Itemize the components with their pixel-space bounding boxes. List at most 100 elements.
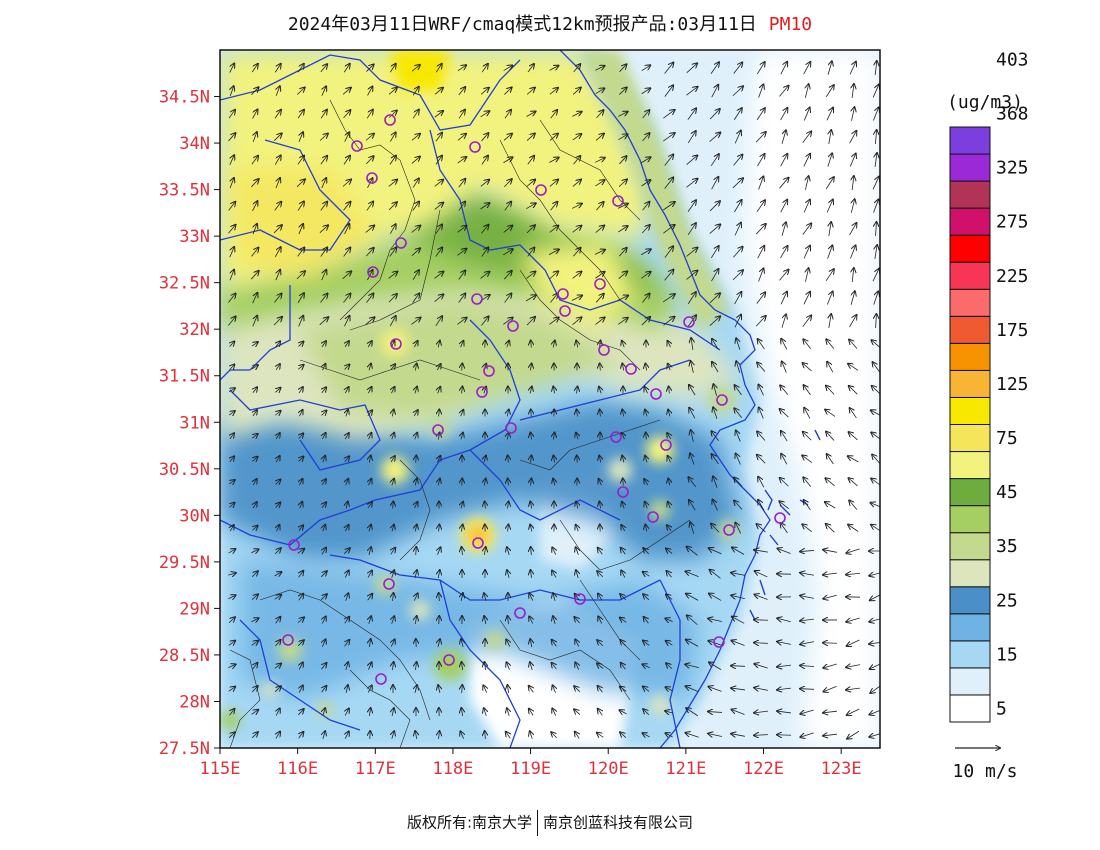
- wind-arrow: [851, 199, 854, 213]
- wind-arrow: [228, 549, 236, 553]
- wind-arrow: [875, 153, 877, 167]
- wind-arrow: [343, 293, 351, 303]
- station-marker-icon: [774, 512, 786, 524]
- wind-arrow: [597, 571, 604, 578]
- wind-arrow: [228, 202, 236, 211]
- wind-arrow: [781, 454, 788, 465]
- wind-arrow: [666, 548, 673, 553]
- station-marker-icon: [282, 634, 294, 646]
- wind-arrow: [574, 709, 581, 715]
- wind-arrow: [576, 502, 578, 509]
- wind-arrow: [667, 433, 671, 440]
- wind-arrow: [274, 64, 280, 73]
- colorbar-segment: [949, 396, 991, 426]
- wind-arrow: [825, 177, 834, 190]
- wind-arrow: [643, 548, 650, 555]
- wind-arrow: [320, 156, 327, 165]
- wind-arrow: [319, 134, 328, 141]
- colorbar-label: 403: [996, 49, 1029, 70]
- wind-arrow: [735, 523, 741, 534]
- wind-arrow: [345, 617, 350, 624]
- wind-arrow: [366, 202, 373, 211]
- wind-arrow: [321, 270, 327, 281]
- station-marker-icon: [683, 316, 695, 328]
- wind-arrow: [320, 247, 327, 257]
- wind-arrow: [594, 250, 605, 255]
- wind-arrow: [251, 571, 258, 578]
- wind-arrow: [731, 595, 745, 598]
- station-marker-icon: [469, 141, 481, 153]
- wind-arrow: [345, 433, 349, 440]
- copyright-footer: 版权所有:南京大学 南京创蓝科技有限公司: [0, 810, 1100, 836]
- wind-arrow: [228, 225, 235, 234]
- wind-arrow: [847, 708, 860, 715]
- station-marker-icon: [367, 266, 379, 278]
- wind-arrow: [485, 731, 486, 740]
- wind-arrow: [803, 200, 810, 213]
- station-marker-icon: [471, 293, 483, 305]
- wind-arrow: [503, 271, 512, 280]
- wind-arrow: [531, 547, 532, 556]
- wind-arrow: [461, 410, 464, 417]
- colorbar-segment: [949, 288, 991, 317]
- wind-arrow: [366, 293, 374, 303]
- wind-arrow: [503, 249, 513, 256]
- wind-arrow: [709, 132, 721, 142]
- wind-arrow: [733, 62, 743, 74]
- wind-arrow: [598, 594, 602, 601]
- wind-arrow: [274, 155, 280, 165]
- wind-arrow: [756, 200, 765, 212]
- wind-arrow: [434, 180, 443, 187]
- wind-arrow: [871, 340, 880, 348]
- wind-arrow: [530, 525, 532, 532]
- wind-arrow: [618, 226, 627, 233]
- wind-arrow: [435, 64, 442, 73]
- wind-arrow: [780, 154, 788, 167]
- wind-arrow: [530, 662, 532, 670]
- wind-arrow: [343, 548, 350, 555]
- wind-arrow: [781, 222, 786, 236]
- station-marker-icon: [383, 578, 395, 590]
- wind-arrow: [596, 110, 604, 119]
- wind-arrow: [484, 456, 486, 463]
- wind-arrow: [823, 663, 837, 668]
- wind-arrow: [875, 130, 876, 145]
- wind-arrow: [645, 525, 646, 532]
- wind-arrow: [850, 245, 855, 259]
- wind-arrow: [228, 110, 235, 119]
- wind-arrow: [574, 617, 579, 624]
- wind-arrow: [690, 522, 694, 534]
- wind-arrow: [800, 732, 814, 737]
- wind-arrow: [872, 269, 879, 282]
- wind-arrow: [691, 338, 693, 350]
- wind-arrow: [846, 617, 860, 622]
- wind-arrow: [829, 130, 831, 144]
- wind-arrow: [668, 410, 670, 417]
- wind-arrow: [548, 249, 559, 255]
- wind-arrow: [641, 180, 651, 187]
- wind-arrow: [507, 616, 508, 625]
- lat-tick-label: 27.5N: [159, 739, 210, 759]
- wind-arrow: [435, 156, 442, 165]
- wind-arrow: [686, 155, 698, 165]
- wind-arrow: [758, 176, 764, 190]
- wind-arrow: [481, 133, 489, 142]
- wind-arrow: [689, 408, 696, 419]
- wind-arrow: [687, 615, 698, 625]
- wind-arrow: [438, 433, 439, 440]
- station-marker-icon: [610, 431, 622, 443]
- wind-arrow: [800, 709, 814, 714]
- wind-arrow: [642, 110, 650, 119]
- wind-arrow: [622, 433, 625, 440]
- wind-arrow: [229, 503, 234, 508]
- wind-arrow: [779, 178, 788, 189]
- wind-arrow: [230, 86, 233, 96]
- station-marker-icon: [390, 338, 402, 350]
- wind-arrow: [641, 65, 651, 72]
- wind-arrow: [709, 224, 721, 234]
- wind-arrow: [665, 711, 673, 713]
- wind-arrow: [299, 456, 304, 461]
- wind-arrow: [415, 387, 417, 394]
- wind-arrow: [297, 156, 304, 165]
- wind-arrow: [392, 731, 394, 739]
